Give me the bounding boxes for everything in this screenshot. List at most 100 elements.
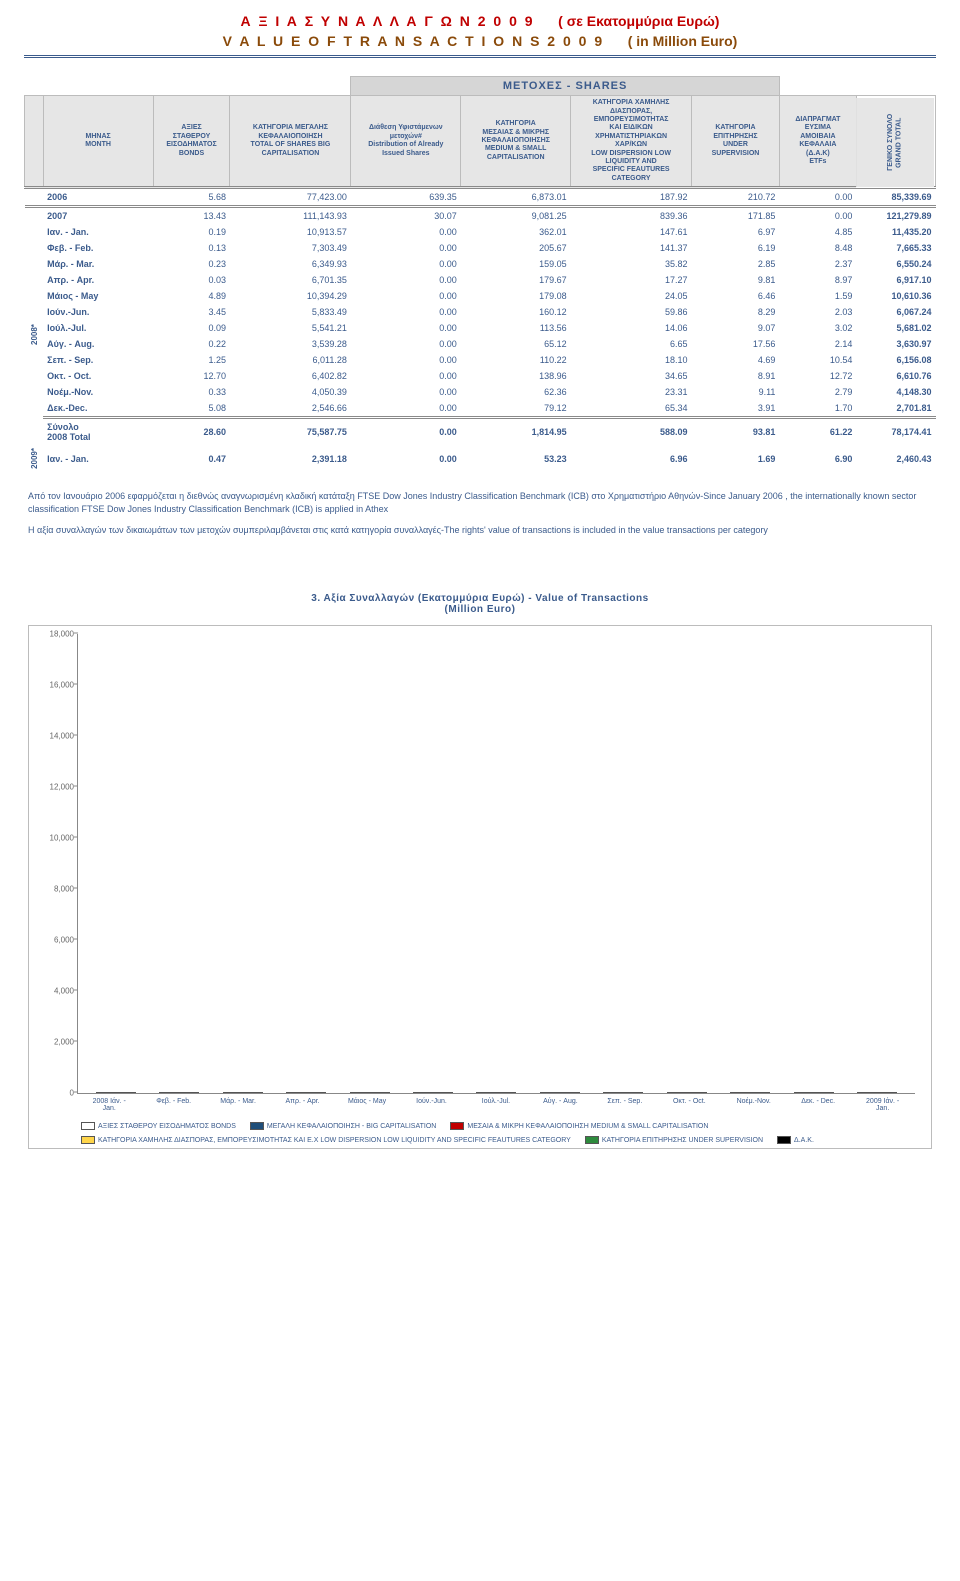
chart-bar <box>857 1092 897 1093</box>
cell-value: 6,917.10 <box>856 272 935 288</box>
cell-value: 5,833.49 <box>230 304 351 320</box>
cell-value: 17.27 <box>571 272 692 288</box>
legend-item: Δ.Α.Κ. <box>777 1136 814 1144</box>
cell-value: 4,148.30 <box>856 384 935 400</box>
table-body: 20065.6877,423.00639.356,873.01187.92210… <box>25 188 936 472</box>
notes: Από τον Ιανουάριο 2006 εφαρμόζεται η διε… <box>28 490 932 537</box>
cell-value: 77,423.00 <box>230 188 351 207</box>
cell-value: 9.11 <box>692 384 780 400</box>
hdr-lowdisp: ΚΑΤΗΓΟΡΙΑ ΧΑΜΗΛΗΣ ΔΙΑΣΠΟΡΑΣ, ΕΜΠΟΡΕΥΣΙΜΟ… <box>571 96 692 188</box>
cell-value: 3,630.97 <box>856 336 935 352</box>
cell-value: 0.00 <box>779 188 856 207</box>
chart-xlabel: Μάιος - May <box>347 1098 387 1112</box>
cell-month: 2007 <box>43 207 153 225</box>
chart-xlabel: Σεπ. - Sep. <box>605 1098 645 1112</box>
table-row: Απρ. - Apr.0.036,701.350.00179.6717.279.… <box>25 272 936 288</box>
chart-bar <box>667 1092 707 1093</box>
chart-xlabel: Ιούλ.-Jul. <box>476 1098 516 1112</box>
chart-xlabel: Αύγ. - Aug. <box>540 1098 580 1112</box>
chart-ytick: 0 <box>34 1088 74 1097</box>
chart-bar-segment <box>730 1092 770 1093</box>
hdr-bigcap: ΚΑΤΗΓΟΡΙΑ ΜΕΓΑΛΗΣ ΚΕΦΑΛΑΙΟΠΟΙΗΣΗ TOTAL O… <box>230 96 351 188</box>
chart-xlabel: 2009 Ιάν. - Jan. <box>863 1098 903 1112</box>
cell-value: 0.00 <box>351 272 461 288</box>
chart-bar-segment <box>96 1092 136 1093</box>
cell-value: 2.85 <box>692 256 780 272</box>
cell-value: 6.46 <box>692 288 780 304</box>
hdr-grand: ΓΕΝΙΚΟ ΣΥΝΟΛΟ GRAND TOTAL <box>856 96 935 188</box>
cell-value: 141.37 <box>571 240 692 256</box>
cell-value: 79.12 <box>461 400 571 418</box>
cell-month: Μάιος - May <box>43 288 153 304</box>
cell-value: 138.96 <box>461 368 571 384</box>
table-row: 20065.6877,423.00639.356,873.01187.92210… <box>25 188 936 207</box>
legend-label: ΚΑΤΗΓΟΡΙΑ ΕΠΙΤΗΡΗΣΗΣ UNDER SUPERVISION <box>602 1137 763 1144</box>
cell-value: 5,541.21 <box>230 320 351 336</box>
legend-label: ΜΕΓΑΛΗ ΚΕΦΑΛΑΙΟΠΟΙΗΣΗ - BIG CAPITALISATI… <box>267 1123 436 1130</box>
cell-value: 23.31 <box>571 384 692 400</box>
cell-value: 0.00 <box>351 384 461 400</box>
table-row: 2009*Ιαν. - Jan.0.472,391.180.0053.236.9… <box>25 445 936 472</box>
title-rule <box>24 55 936 58</box>
chart-ytick: 12,000 <box>34 782 74 791</box>
chart-bar-segment <box>540 1092 580 1093</box>
cell-month: Μάρ. - Mar. <box>43 256 153 272</box>
chart-bar <box>286 1092 326 1093</box>
legend-swatch <box>585 1136 599 1144</box>
table-row: Μάιος - May4.8910,394.290.00179.0824.056… <box>25 288 936 304</box>
table-row: 200713.43111,143.9330.079,081.25839.3617… <box>25 207 936 225</box>
cell-value: 10,610.36 <box>856 288 935 304</box>
cell-value: 78,174.41 <box>856 418 935 446</box>
section-bar-row: ΜΕΤΟΧΕΣ - SHARES <box>25 77 936 96</box>
cell-month: Φεβ. - Feb. <box>43 240 153 256</box>
cell-value: 2,391.18 <box>230 445 351 472</box>
chart-xlabel: Νοέμ.-Nov. <box>734 1098 774 1112</box>
cell-value: 17.56 <box>692 336 780 352</box>
chart-ytick: 10,000 <box>34 833 74 842</box>
chart-bar-segment <box>667 1092 707 1093</box>
cell-value: 0.00 <box>779 207 856 225</box>
cell-value: 8.97 <box>779 272 856 288</box>
cell-value: 61.22 <box>779 418 856 446</box>
legend-item: ΚΑΤΗΓΟΡΙΑ ΧΑΜΗΛΗΣ ΔΙΑΣΠΟΡΑΣ, ΕΜΠΟΡΕΥΣΙΜΟ… <box>81 1136 571 1144</box>
note-p2: Η αξία συναλλαγών των δικαιωμάτων των με… <box>28 524 932 537</box>
cell-value: 3.45 <box>153 304 230 320</box>
cell-value: 6,402.82 <box>230 368 351 384</box>
chart-legend: ΑΞΙΕΣ ΣΤΑΘΕΡΟΥ ΕΙΣΟΔΗΜΑΤΟΣ BONDS ΜΕΓΑΛΗ Κ… <box>81 1122 923 1144</box>
legend-label: ΜΕΣΑΙΑ & ΜΙΚΡΗ ΚΕΦΑΛΑΙΟΠΟΙΗΣΗ MEDIUM & S… <box>467 1123 708 1130</box>
cell-value: 111,143.93 <box>230 207 351 225</box>
section-bar: ΜΕΤΟΧΕΣ - SHARES <box>351 77 780 96</box>
cell-month: Δεκ.-Dec. <box>43 400 153 418</box>
cell-value: 0.00 <box>351 224 461 240</box>
cell-value: 8.48 <box>779 240 856 256</box>
cell-value: 6,067.24 <box>856 304 935 320</box>
cell-value: 0.47 <box>153 445 230 472</box>
table-row: Αύγ. - Aug.0.223,539.280.0065.126.6517.5… <box>25 336 936 352</box>
title-line1-sub: ( σε Εκατομμύρια Ευρώ) <box>558 13 719 29</box>
cell-month: Νοέμ.-Nov. <box>43 384 153 400</box>
legend-label: ΑΞΙΕΣ ΣΤΑΘΕΡΟΥ ΕΙΣΟΔΗΜΑΤΟΣ BONDS <box>98 1123 236 1130</box>
chart-bar-segment <box>603 1092 643 1093</box>
cell-value: 0.13 <box>153 240 230 256</box>
cell-value: 6.97 <box>692 224 780 240</box>
data-table: ΜΕΤΟΧΕΣ - SHARES ΜΗΝΑΣ MONTH ΑΞΙΕΣ ΣΤΑΘΕ… <box>24 76 936 472</box>
cell-month: 2006 <box>43 188 153 207</box>
cell-value: 65.12 <box>461 336 571 352</box>
chart-bar-segment <box>350 1092 390 1093</box>
cell-value: 12.72 <box>779 368 856 384</box>
cell-value: 0.00 <box>351 368 461 384</box>
table-row: Δεκ.-Dec.5.082,546.660.0079.1265.343.911… <box>25 400 936 418</box>
cell-value: 2.03 <box>779 304 856 320</box>
chart-bar <box>159 1092 199 1093</box>
cell-value: 839.36 <box>571 207 692 225</box>
chart-ytick: 6,000 <box>34 935 74 944</box>
cell-value: 113.56 <box>461 320 571 336</box>
cell-month: Απρ. - Apr. <box>43 272 153 288</box>
cell-value: 0.09 <box>153 320 230 336</box>
legend-swatch <box>450 1122 464 1130</box>
cell-month: Ιούν.-Jun. <box>43 304 153 320</box>
cell-value: 160.12 <box>461 304 571 320</box>
title-line2-sub: ( in Million Euro) <box>628 33 738 49</box>
cell-value: 0.00 <box>351 320 461 336</box>
cell-value: 3.91 <box>692 400 780 418</box>
